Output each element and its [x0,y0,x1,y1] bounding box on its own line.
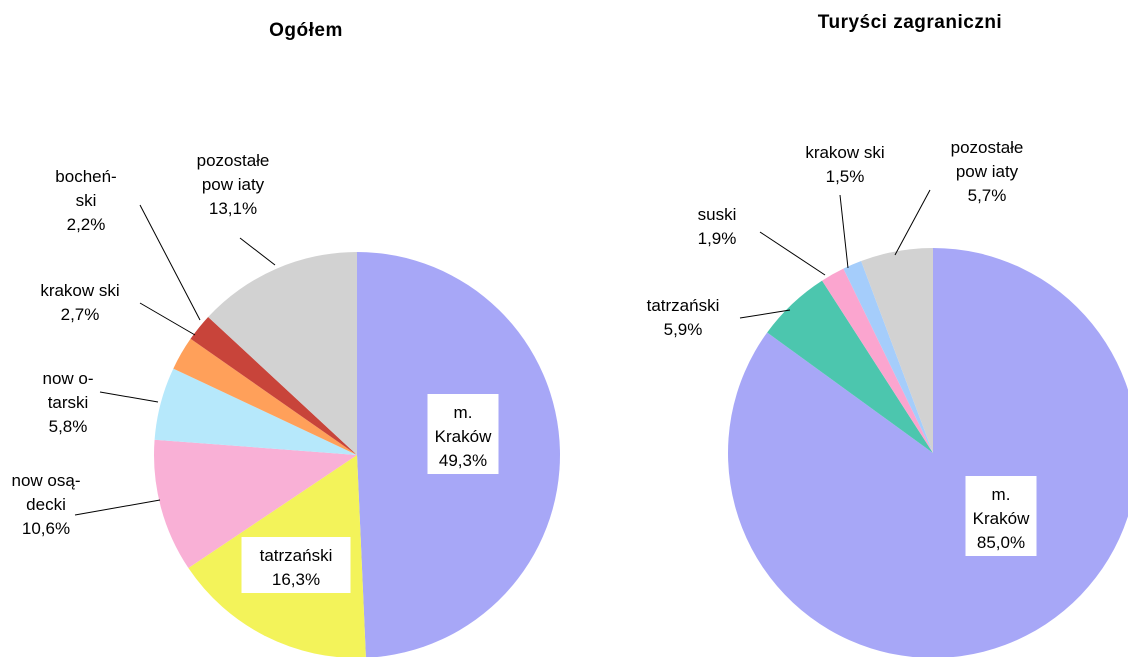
pie-slice [208,252,357,455]
value-label: 13,1% [209,199,257,218]
chart-title: Ogółem [269,20,343,41]
label-line: m. [992,485,1011,504]
leader-line [894,189,931,256]
pie-slice [154,368,357,455]
slice-label: krakow ski [40,281,119,300]
label-line: Kraków [435,427,492,446]
pie-slice [153,439,357,569]
value-label: 5,9% [664,320,703,339]
label-line: decki [26,495,66,514]
leader-line [139,302,196,336]
leader-line [239,237,276,266]
value-label: 16,3% [272,570,320,589]
label-line: m. [454,403,473,422]
label-line: tatrzański [260,546,333,565]
leader-line [99,391,159,403]
slice-label: now o-tarski [42,369,93,412]
label-line: bocheń- [55,167,116,186]
pie-slice [822,268,933,453]
label-line: krakow ski [40,281,119,300]
leader-line [139,204,201,321]
value-label: 2,2% [67,215,106,234]
slice-label: m. Kraków [435,403,492,446]
label-line: pow iaty [956,162,1019,181]
slice-label: now osą-decki [12,471,81,514]
value-label: 85,0% [977,533,1025,552]
value-label: 5,8% [49,417,88,436]
slice-label: bocheń-ski [55,167,116,210]
slice-label: krakow ski [805,143,884,162]
label-line: tatrzański [647,296,720,315]
leader-line [759,231,826,276]
leader-line [839,194,849,269]
label-line: now o- [42,369,93,388]
value-label: 2,7% [61,305,100,324]
leader-line [74,499,161,516]
label-line: ski [76,191,97,210]
leader-line [739,309,791,319]
value-label: 10,6% [22,519,70,538]
slice-label: suski [698,205,737,224]
label-line: tarski [48,393,89,412]
label-box [427,394,499,474]
pie-slice [173,338,357,455]
value-label: 1,9% [698,229,737,248]
label-line: pozostałe [951,138,1024,157]
pie-slice [843,261,933,453]
slice-label: pozostałe pow iaty [951,138,1024,181]
value-label: 49,3% [439,451,487,470]
chart-title: Turyści zagraniczni [818,12,1002,33]
label-line: suski [698,205,737,224]
label-line: pow iaty [202,175,265,194]
value-label: 1,5% [826,167,865,186]
label-line: pozostałe [197,151,270,170]
pie-slice [767,280,933,453]
label-box [965,476,1037,556]
label-line: krakow ski [805,143,884,162]
slice-label: pozostałe pow iaty [197,151,270,194]
label-line: Kraków [973,509,1030,528]
pie-slice [861,248,933,453]
value-label: 5,7% [968,186,1007,205]
slice-label: m. Kraków [973,485,1030,528]
slice-label: tatrzański [647,296,720,315]
label-box [241,537,351,593]
slice-label: tatrzański [260,546,333,565]
label-line: now osą- [12,471,81,490]
pie-slice [190,316,357,455]
